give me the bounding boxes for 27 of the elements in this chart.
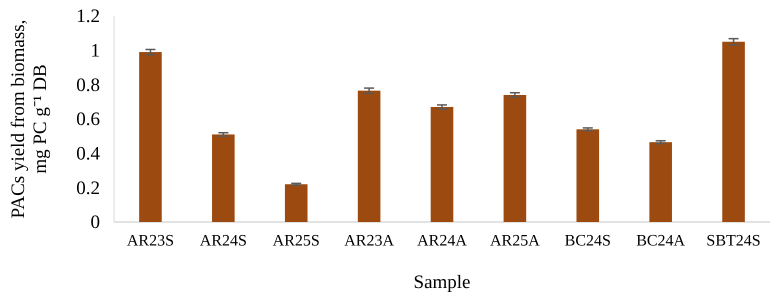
bar	[649, 142, 672, 222]
bar	[722, 42, 745, 222]
y-tick-label: 0.6	[76, 109, 100, 130]
x-tick-label: AR24A	[417, 232, 468, 250]
bar	[430, 106, 454, 222]
bar	[139, 52, 162, 222]
x-tick-label: BC24A	[636, 232, 686, 250]
y-tick-label: 0.8	[76, 74, 100, 96]
y-tick-label: 0.2	[76, 178, 100, 199]
y-tick-label: 0.4	[76, 143, 100, 164]
y-tick-label: 1.2	[76, 6, 100, 28]
x-tick-label: BC24S	[564, 232, 611, 250]
x-tick-label: AR25S	[272, 232, 320, 250]
bar	[576, 129, 600, 222]
y-tick-label: 1	[90, 40, 100, 62]
x-tick-label: AR25A	[490, 232, 540, 250]
y-axis-title: PACs yield from biomass, mg PC g⁻¹ DB	[8, 20, 51, 218]
x-tick-label: SBT24S	[706, 232, 761, 250]
x-axis-title: Sample	[414, 272, 470, 293]
y-tick-label: 0	[90, 212, 100, 234]
x-tick-label: AR23A	[344, 232, 394, 250]
x-tick-label: AR24S	[200, 232, 247, 250]
bar	[212, 134, 235, 222]
x-tick-label: AR23S	[126, 232, 174, 250]
bar	[284, 184, 308, 222]
bar	[358, 90, 380, 222]
bar	[504, 94, 526, 222]
